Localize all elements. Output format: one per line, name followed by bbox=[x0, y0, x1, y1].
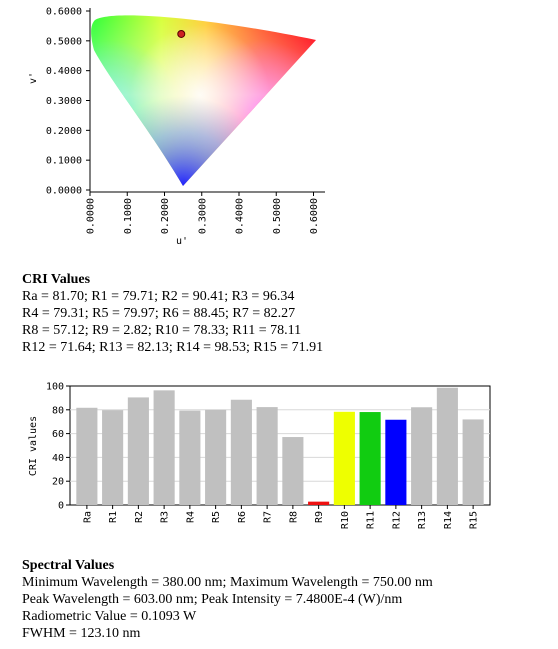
x-tick-label: R4 bbox=[185, 511, 196, 523]
bar-r9 bbox=[308, 501, 330, 505]
x-tick-label: R7 bbox=[263, 511, 274, 523]
v-tick-label: 0.6000 bbox=[46, 7, 82, 18]
bar-r13 bbox=[411, 407, 433, 505]
x-tick-label: R14 bbox=[443, 511, 454, 529]
spectral-line-1: Minimum Wavelength = 380.00 nm; Maximum … bbox=[22, 575, 433, 590]
cri-bar-chart: 0 20 40 60 80 100 Ra R1 R2 R3 R4 R5 R6 R7 R8 R9 R10 R11 R… bbox=[28, 382, 491, 529]
u-tick-label: 0.5000 bbox=[272, 198, 283, 234]
chromaticity-diagram: 0.0000 0.1000 0.2000 0.3000 0.4000 0.5000 0.60… bbox=[28, 7, 325, 247]
spectral-values-section: Spectral Values Minimum Wavelength = 380… bbox=[22, 558, 433, 642]
u-tick-label: 0.1000 bbox=[123, 198, 134, 234]
x-tick-label: R5 bbox=[211, 511, 222, 523]
spectral-line-4: FWHM = 123.10 nm bbox=[22, 626, 141, 641]
y-tick-label: 0 bbox=[58, 501, 64, 512]
bar-r4 bbox=[179, 410, 201, 505]
u-tick-label: 0.0000 bbox=[86, 198, 97, 234]
y-tick-label: 20 bbox=[52, 477, 64, 488]
bar-ra bbox=[76, 407, 98, 505]
x-tick-label: R1 bbox=[108, 511, 119, 523]
y-tick-label: 60 bbox=[52, 429, 64, 440]
u-tick-label: 0.3000 bbox=[197, 198, 208, 234]
cri-values-section: CRI Values Ra = 81.70; R1 = 79.71; R2 = … bbox=[22, 272, 323, 356]
x-tick-label: R8 bbox=[288, 511, 299, 523]
spectral-line-2: Peak Wavelength = 603.00 nm; Peak Intens… bbox=[22, 592, 403, 607]
u-tick-label: 0.4000 bbox=[235, 198, 246, 234]
y-tick-label: 80 bbox=[52, 405, 64, 416]
v-tick-label: 0.5000 bbox=[46, 36, 82, 47]
x-tick-label: R3 bbox=[160, 511, 171, 523]
x-tick-label: R10 bbox=[340, 511, 351, 529]
v-tick-label: 0.4000 bbox=[46, 66, 82, 77]
chromaticity-point bbox=[177, 29, 186, 38]
v-tick-label: 0.1000 bbox=[46, 156, 82, 167]
bar-r12 bbox=[385, 419, 407, 505]
x-tick-label: R13 bbox=[417, 511, 428, 529]
bar-r8 bbox=[282, 437, 304, 505]
u-tick-label: 0.2000 bbox=[160, 198, 171, 234]
x-tick-label: R2 bbox=[134, 511, 145, 523]
x-tick-label: R11 bbox=[366, 511, 377, 529]
bar-r14 bbox=[436, 387, 458, 505]
cri-line-3: R8 = 57.12; R9 = 2.82; R10 = 78.33; R11 … bbox=[22, 323, 302, 338]
v-tick-label: 0.3000 bbox=[46, 96, 82, 107]
y-tick-label: 100 bbox=[46, 382, 64, 393]
cri-line-1: Ra = 81.70; R1 = 79.71; R2 = 90.41; R3 =… bbox=[22, 289, 295, 304]
bar-r15 bbox=[462, 419, 484, 505]
u-axis-label: u' bbox=[176, 236, 188, 247]
bar-r1 bbox=[102, 410, 124, 505]
bar-r2 bbox=[127, 397, 149, 505]
spectral-values-title: Spectral Values bbox=[22, 558, 115, 573]
v-tick-label: 0.2000 bbox=[46, 126, 82, 137]
bar-r6 bbox=[230, 399, 252, 505]
bar-r10 bbox=[333, 411, 355, 505]
bar-r7 bbox=[256, 407, 278, 505]
spectral-line-3: Radiometric Value = 0.1093 W bbox=[22, 609, 197, 624]
cri-y-axis-label: CRI values bbox=[28, 416, 39, 476]
x-tick-label: R15 bbox=[469, 511, 480, 529]
u-tick-label: 0.6000 bbox=[309, 198, 320, 234]
v-axis-label: v' bbox=[28, 72, 39, 84]
x-tick-label: R6 bbox=[237, 511, 248, 523]
x-tick-label: R12 bbox=[391, 511, 402, 529]
bar-r11 bbox=[359, 412, 381, 505]
bar-r3 bbox=[153, 390, 175, 505]
cri-line-2: R4 = 79.31; R5 = 79.97; R6 = 88.45; R7 =… bbox=[22, 306, 296, 321]
y-tick-label: 40 bbox=[52, 453, 64, 464]
v-tick-label: 0.0000 bbox=[46, 186, 82, 197]
x-tick-label: Ra bbox=[82, 511, 93, 523]
x-tick-label: R9 bbox=[314, 511, 325, 523]
cri-line-4: R12 = 71.64; R13 = 82.13; R14 = 98.53; R… bbox=[22, 340, 324, 355]
cri-values-title: CRI Values bbox=[22, 272, 91, 287]
bar-r5 bbox=[205, 409, 227, 505]
